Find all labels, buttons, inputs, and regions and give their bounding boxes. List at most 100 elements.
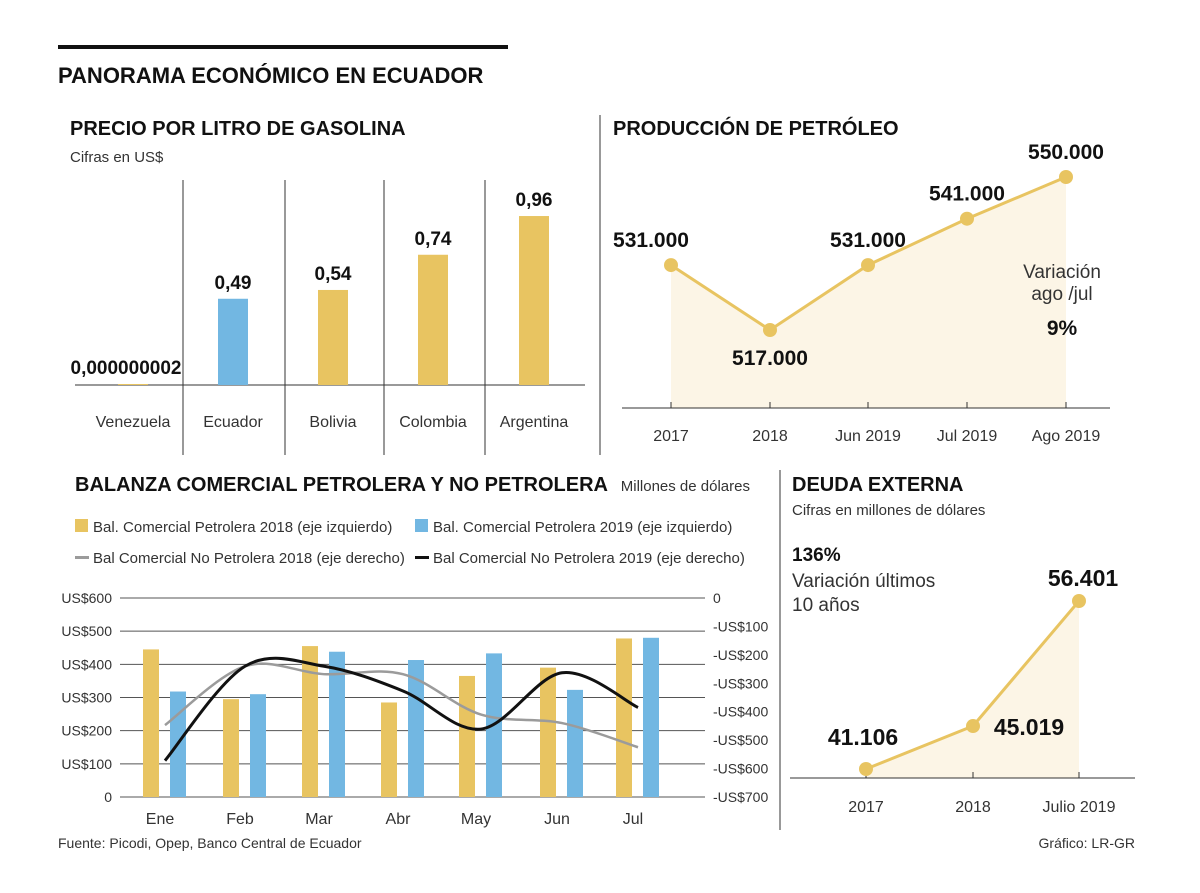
y-right-tick: -US$700	[713, 789, 768, 805]
data-label: 541.000	[929, 183, 1005, 206]
oil-production-chart: PRODUCCIÓN DE PETRÓLEO 531.000 2017 517.000…	[613, 116, 1110, 445]
x-tick-label: Jun	[544, 811, 570, 828]
x-tick-label: Ecuador	[203, 414, 263, 431]
x-tick-label: Feb	[226, 811, 254, 828]
y-left-tick: US$500	[61, 623, 112, 639]
data-point	[1072, 594, 1086, 608]
y-left-tick: US$400	[61, 656, 112, 672]
x-tick-label: Abr	[386, 811, 412, 828]
external-debt-chart: DEUDA EXTERNA Cifras en millones de dólar…	[790, 474, 1135, 816]
bar	[218, 298, 248, 385]
y-left-tick: US$600	[61, 590, 112, 606]
annotation: Variación últimos	[792, 571, 935, 592]
bar	[329, 651, 345, 797]
data-label: 0,000000002	[71, 358, 182, 379]
data-label: 531.000	[830, 229, 906, 252]
bar	[567, 689, 583, 797]
annotation-value: 9%	[1047, 317, 1078, 340]
data-point	[859, 762, 873, 776]
y-right-tick: -US$300	[713, 675, 768, 691]
y-right-tick: -US$400	[713, 704, 768, 720]
x-tick-label: Mar	[305, 811, 333, 828]
data-label: 0,96	[516, 190, 553, 211]
data-label: 517.000	[732, 347, 808, 370]
legend-swatch	[415, 519, 428, 532]
y-right-tick: -US$200	[713, 647, 768, 663]
credit-note: Gráfico: LR-GR	[1039, 835, 1135, 851]
chart-subtitle: Cifras en US$	[70, 149, 164, 166]
bar	[616, 638, 632, 797]
series-line	[163, 656, 639, 762]
area-fill	[671, 177, 1066, 408]
chart-title: DEUDA EXTERNA	[792, 474, 964, 496]
x-tick-label: Jul	[623, 811, 643, 828]
y-left-tick: 0	[104, 789, 112, 805]
bar	[223, 699, 239, 797]
bar	[302, 646, 318, 797]
x-tick-label: Bolivia	[309, 414, 356, 431]
data-point	[861, 258, 875, 273]
bar	[250, 694, 266, 797]
y-left-tick: US$100	[61, 756, 112, 772]
bar	[318, 289, 348, 385]
data-label: 56.401	[1048, 565, 1119, 591]
title-rule	[58, 45, 508, 49]
data-point	[763, 323, 777, 337]
data-point	[960, 211, 974, 226]
bar	[143, 649, 159, 797]
y-right-tick: 0	[713, 590, 721, 606]
y-right-tick: -US$100	[713, 618, 768, 634]
legend-swatch	[75, 519, 88, 532]
x-tick-label: 2018	[955, 799, 991, 816]
area-fill	[866, 601, 1079, 778]
annotation: ago /jul	[1031, 284, 1092, 305]
annotation: Variación	[1023, 262, 1101, 283]
data-label: 0,54	[315, 264, 352, 285]
legend-label: Bal. Comercial Petrolera 2019 (eje izqui…	[433, 519, 732, 536]
data-label: 0,74	[415, 229, 452, 250]
x-tick-label: Argentina	[500, 414, 569, 431]
bar	[418, 254, 448, 385]
y-left-tick: US$200	[61, 723, 112, 739]
main-title: PANORAMA ECONÓMICO EN ECUADOR	[58, 63, 483, 88]
data-label: 41.106	[828, 724, 898, 750]
bar	[459, 675, 475, 797]
annotation: 10 años	[792, 595, 860, 616]
bar	[118, 384, 148, 385]
data-point	[1059, 170, 1073, 184]
data-label: 0,49	[215, 273, 252, 294]
chart-title: PRODUCCIÓN DE PETRÓLEO	[613, 116, 899, 140]
chart-title: PRECIO POR LITRO DE GASOLINA	[70, 118, 406, 140]
data-label: 550.000	[1028, 141, 1104, 164]
bar	[381, 702, 397, 797]
x-tick-label: Ago 2019	[1032, 428, 1101, 445]
y-right-tick: -US$600	[713, 761, 768, 777]
chart-subtitle: Cifras en millones de dólares	[792, 502, 985, 519]
x-tick-label: Colombia	[399, 414, 467, 431]
data-label: 45.019	[994, 714, 1064, 740]
data-point	[664, 258, 678, 273]
x-tick-label: Jun 2019	[835, 428, 901, 445]
legend-line	[75, 556, 89, 559]
x-tick-label: Ene	[146, 811, 175, 828]
x-tick-label: May	[461, 811, 491, 828]
gasoline-chart: PRECIO POR LITRO DE GASOLINA Cifras en US…	[70, 118, 585, 455]
source-note: Fuente: Picodi, Opep, Banco Central de E…	[58, 835, 362, 851]
bar	[540, 667, 556, 797]
bar	[519, 216, 549, 385]
x-tick-label: 2018	[752, 428, 788, 445]
annotation-value: 136%	[792, 545, 841, 566]
legend-label: Bal. Comercial Petrolera 2018 (eje izqui…	[93, 519, 392, 536]
x-tick-label: Julio 2019	[1043, 799, 1116, 816]
legend-label: Bal Comercial No Petrolera 2019 (eje der…	[433, 550, 745, 567]
legend-label: Bal Comercial No Petrolera 2018 (eje der…	[93, 550, 405, 567]
trade-balance-chart: BALANZA COMERCIAL PETROLERA Y NO PETROLE…	[61, 474, 768, 828]
data-point	[966, 719, 980, 734]
x-tick-label: 2017	[653, 428, 689, 445]
data-label: 531.000	[613, 229, 689, 252]
y-right-tick: -US$500	[713, 732, 768, 748]
x-tick-label: Jul 2019	[937, 428, 998, 445]
chart-title: BALANZA COMERCIAL PETROLERA Y NO PETROLE…	[75, 474, 608, 496]
